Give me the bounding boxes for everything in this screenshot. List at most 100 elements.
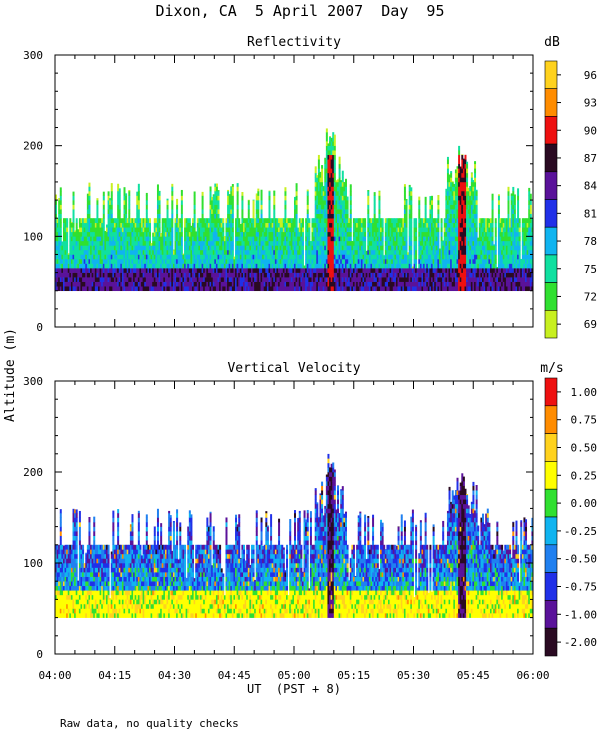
heatmap-cell <box>252 209 255 214</box>
heatmap-cell <box>118 200 121 205</box>
heatmap-cell <box>380 222 383 228</box>
heatmap-cell <box>325 209 328 214</box>
heatmap-cell <box>80 286 83 292</box>
heatmap-cell <box>209 209 212 214</box>
heatmap-cell <box>319 227 322 233</box>
heatmap-cell <box>317 213 320 219</box>
heatmap-cell <box>427 236 430 242</box>
heatmap-cell <box>249 281 252 287</box>
heatmap-cell <box>149 240 151 246</box>
heatmap-cell <box>435 222 438 228</box>
heatmap-cell <box>260 204 263 210</box>
heatmap-cell <box>375 245 378 251</box>
heatmap-cell <box>268 213 271 219</box>
heatmap-cell <box>458 249 461 255</box>
heatmap-cell <box>392 277 395 282</box>
heatmap-cell <box>411 268 414 273</box>
heatmap-cell <box>297 231 300 237</box>
heatmap-cell <box>467 249 470 255</box>
heatmap-cell <box>290 222 293 228</box>
heatmap-cell <box>192 272 195 278</box>
heatmap-cell <box>199 231 202 237</box>
heatmap-cell <box>423 272 426 278</box>
heatmap-cell <box>356 281 359 287</box>
heatmap-cell <box>305 259 308 264</box>
heatmap-cell <box>176 245 179 251</box>
heatmap-cell <box>274 218 277 224</box>
heatmap-cell <box>357 236 360 242</box>
heatmap-cell <box>141 231 144 237</box>
heatmap-cell <box>446 177 449 183</box>
heatmap-cell <box>359 249 362 255</box>
heatmap-cell <box>279 268 282 273</box>
heatmap-cell <box>262 272 265 278</box>
heatmap-cell <box>276 281 279 287</box>
heatmap-cell <box>184 263 187 269</box>
heatmap-cell <box>301 218 304 224</box>
heatmap-cell <box>169 281 172 287</box>
heatmap-cell <box>311 231 314 237</box>
heatmap-cell <box>133 222 136 228</box>
heatmap-cell <box>180 200 183 205</box>
heatmap-cell <box>241 249 244 255</box>
heatmap-cell <box>102 277 105 282</box>
heatmap-cell <box>153 277 156 282</box>
heatmap-cell <box>440 281 443 287</box>
heatmap-cell <box>107 254 110 260</box>
heatmap-cell <box>86 193 89 196</box>
heatmap-cell <box>458 186 461 192</box>
heatmap-cell <box>316 213 319 219</box>
heatmap-cell <box>314 213 317 219</box>
heatmap-cell <box>104 272 107 278</box>
heatmap-cell <box>467 268 470 273</box>
heatmap-cell <box>378 213 381 219</box>
heatmap-cell <box>357 245 360 251</box>
heatmap-cell <box>255 193 258 196</box>
heatmap-cell <box>241 277 244 282</box>
heatmap-cell <box>341 222 344 228</box>
heatmap-cell <box>145 281 148 287</box>
heatmap-cell <box>102 218 105 224</box>
heatmap-cell <box>466 213 469 219</box>
heatmap-cell <box>149 218 151 224</box>
heatmap-cell <box>338 195 341 201</box>
heatmap-cell <box>421 231 424 237</box>
heatmap-cell <box>392 227 395 233</box>
heatmap-cell <box>394 227 397 233</box>
heatmap-cell <box>359 263 362 269</box>
heatmap-cell <box>410 195 413 201</box>
heatmap-cell <box>290 231 293 237</box>
heatmap-cell <box>314 209 317 214</box>
heatmap-cell <box>376 249 379 255</box>
heatmap-cell <box>313 254 316 260</box>
heatmap-cell <box>435 286 438 292</box>
heatmap-cell <box>249 218 252 224</box>
heatmap-cell <box>227 259 230 264</box>
heatmap-cell <box>176 263 179 269</box>
heatmap-cell <box>362 263 365 269</box>
heatmap-cell <box>102 286 105 292</box>
heatmap-cell <box>129 277 132 282</box>
heatmap-cell <box>61 254 64 260</box>
heatmap-cell <box>98 240 101 246</box>
heatmap-cell <box>445 191 448 196</box>
heatmap-cell <box>337 268 340 273</box>
heatmap-cell <box>172 249 175 255</box>
heatmap-cell <box>431 277 434 282</box>
heatmap-cell <box>98 272 101 278</box>
heatmap-cell <box>329 281 332 287</box>
heatmap-cell <box>105 281 108 287</box>
heatmap-cell <box>179 254 182 260</box>
heatmap-cell <box>163 227 166 233</box>
heatmap-cell <box>338 213 341 219</box>
heatmap-cell <box>107 263 110 269</box>
heatmap-cell <box>271 268 274 273</box>
heatmap-cell <box>373 281 376 287</box>
heatmap-cell <box>450 254 453 260</box>
heatmap-cell <box>362 259 365 264</box>
heatmap-cell <box>411 277 414 282</box>
heatmap-cell <box>69 272 72 278</box>
heatmap-cell <box>305 277 308 282</box>
heatmap-cell <box>322 227 325 233</box>
heatmap-cell <box>445 209 448 214</box>
